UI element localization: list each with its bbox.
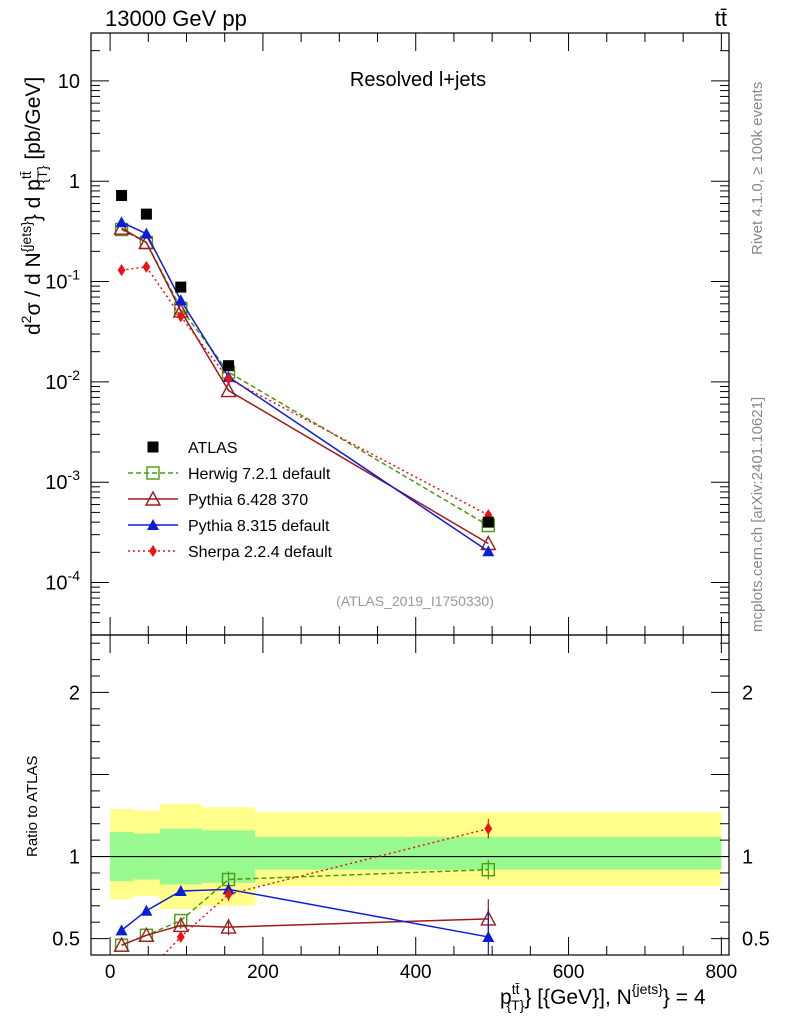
y-label-ttbar: tt̄	[18, 171, 34, 179]
y-tick-label-base: 1	[69, 171, 80, 193]
main-plot-area	[113, 190, 497, 557]
energy-label: 13000 GeV pp	[105, 6, 247, 31]
legend-marker	[146, 466, 160, 480]
x-tick-label: 0	[105, 962, 116, 983]
main-panel-frame	[90, 32, 730, 636]
legend-marker	[149, 545, 157, 557]
x-label-jets: {jets}	[632, 981, 663, 997]
ratio-point	[176, 930, 185, 943]
ratio-tick-label-right: 2	[742, 682, 753, 704]
ratio-point	[113, 936, 130, 952]
y-tick-label: 10-2	[45, 367, 80, 394]
x-axis-label: ptt̄ {T}} [{GeV}], N{jets}} = 4	[500, 981, 706, 1013]
ratio-point	[138, 926, 155, 943]
x-tick-label: 600	[553, 962, 585, 983]
ratio-point	[224, 888, 233, 901]
y-axis-label: d2σ / d N{jets}} d ptt̄{T} [pb/GeV]	[18, 77, 50, 335]
x-tick-label: 400	[400, 962, 432, 983]
data-point	[175, 281, 187, 293]
y-label-jets: {jets}	[18, 221, 34, 252]
y-label-unit: [pb/GeV]	[22, 77, 45, 166]
legend: ATLAS Herwig 7.2.1 default Pythia 6.428 37…	[128, 440, 333, 561]
y-label-dp: } d p	[22, 179, 45, 221]
data-point	[140, 208, 152, 220]
mcplots-label: mcplots.cern.ch [arXiv:2401.10621]	[749, 397, 766, 632]
x-label-T: {T}	[506, 997, 524, 1013]
legend-label: Herwig 7.2.1 default	[188, 466, 331, 483]
ratio-tick-label-right: 0.5	[742, 929, 770, 951]
y-tick-label: 10-3	[45, 467, 80, 494]
legend-marker	[147, 441, 159, 453]
x-label-mid: } [{GeV}], N	[524, 986, 631, 1009]
ratio-plot-area	[91, 804, 729, 997]
y-label-sigma: σ / d N	[22, 252, 45, 315]
y-tick-label-exp: -1	[68, 267, 81, 283]
y-label-d: d	[22, 323, 45, 335]
ratio-tick-label-left: 0.5	[52, 929, 80, 951]
legend-marker	[144, 490, 162, 506]
x-label-end: } = 4	[663, 986, 706, 1009]
y-tick-label-exp: -4	[68, 568, 81, 584]
data-point	[223, 360, 235, 372]
ratio-y-axis-label: Ratio to ATLAS	[24, 756, 41, 857]
legend-marker	[147, 519, 159, 530]
series-point	[174, 294, 187, 306]
series-point	[140, 227, 153, 239]
legend-label: Pythia 8.315 default	[188, 518, 330, 535]
y-tick-label-base: 10	[58, 71, 80, 93]
data-point	[116, 190, 128, 202]
x-tick-labels: 0 200 400 600 800	[105, 962, 737, 983]
ratio-point	[484, 822, 493, 835]
series-point	[113, 219, 130, 235]
series-point	[117, 264, 126, 277]
analysis-id-label: (ATLAS_2019_I1750330)	[336, 593, 494, 609]
ratio-tick-label-right: 1	[742, 847, 753, 869]
x-label-p: p	[500, 986, 512, 1009]
y-tick-label-exp: -3	[68, 467, 81, 483]
y-tick-label-base: 10	[45, 472, 67, 494]
y-label-exp: 2	[18, 315, 34, 323]
data-point	[482, 516, 494, 528]
series-point	[224, 372, 233, 385]
ratio-point	[220, 918, 237, 934]
x-tick-label: 200	[247, 962, 279, 983]
y-label-T: {T}	[34, 165, 50, 183]
legend-label: Sherpa 2.2.4 default	[188, 544, 333, 561]
y-tick-label-exp: -2	[68, 367, 81, 383]
chart-title: Resolved l+jets	[350, 69, 486, 91]
ratio-point	[140, 904, 153, 916]
ratio-point	[482, 930, 495, 942]
process-label: tt̄	[715, 6, 727, 31]
series-point	[176, 310, 185, 323]
y-tick-label: 10	[58, 71, 80, 93]
ratio-point	[115, 924, 128, 936]
ratio-point	[118, 985, 126, 997]
ratio-point	[174, 885, 187, 896]
series-point	[220, 382, 237, 398]
series-point	[142, 260, 151, 273]
legend-label: ATLAS	[188, 440, 238, 457]
ratio-point	[142, 967, 150, 979]
x-label-ttbar: tt̄	[512, 981, 520, 997]
y-tick-label-base: 10	[45, 372, 67, 394]
ratio-axis-ticks: 0.5 0.5 1 1 2 2	[52, 635, 770, 955]
ratio-tick-label-left: 2	[69, 682, 80, 704]
ratio-panel: 0.5 0.5 1 1 2 2	[52, 634, 770, 997]
series-point	[115, 216, 128, 228]
series-point	[482, 545, 495, 557]
rivet-version-label: Rivet 4.1.0, ≥ 100k events	[749, 82, 766, 255]
ratio-tick-label-left: 1	[69, 847, 80, 869]
y-tick-label-base: 10	[45, 272, 67, 294]
x-tick-label: 800	[706, 962, 738, 983]
y-tick-label: 10-4	[45, 568, 80, 595]
legend-label: Pythia 6.428 370	[188, 492, 308, 509]
y-tick-label: 10-1	[45, 267, 80, 294]
y-tick-label: 1	[69, 171, 80, 193]
y-tick-label-base: 10	[45, 573, 67, 595]
ratio-point	[481, 862, 496, 877]
ratio-panel-frame	[90, 634, 730, 956]
